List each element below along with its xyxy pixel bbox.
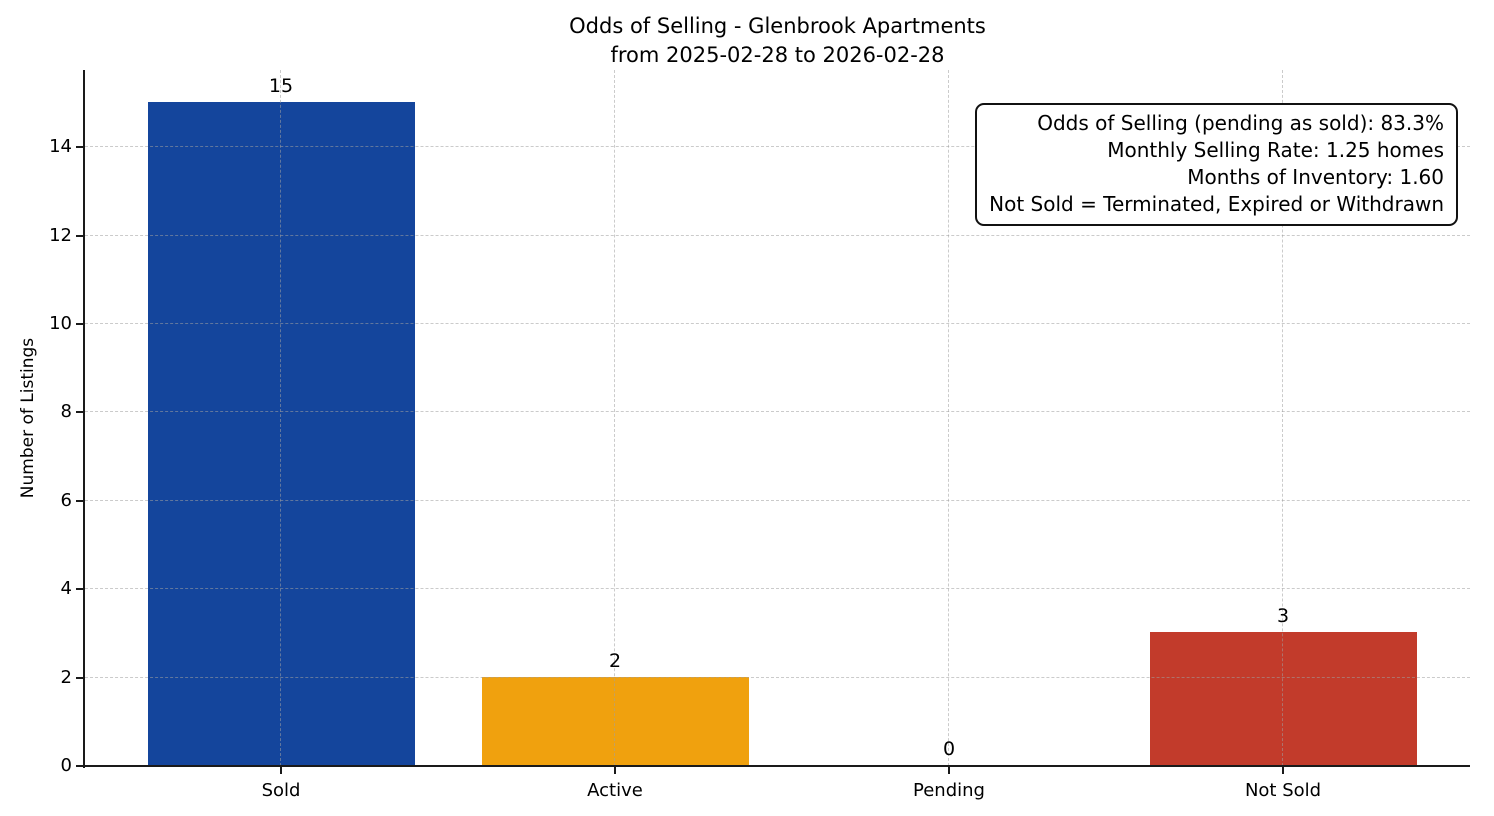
v-gridline-pending bbox=[948, 70, 949, 766]
x-axis-line bbox=[83, 765, 1470, 767]
y-tick-label-6: 6 bbox=[60, 489, 72, 511]
bar-value-sold: 15 bbox=[268, 75, 294, 97]
x-tick-mark-sold bbox=[280, 767, 282, 774]
x-tick-label-not-sold: Not Sold bbox=[1244, 780, 1322, 801]
x-tick-mark-active bbox=[614, 767, 616, 774]
y-tick-mark-10 bbox=[76, 323, 84, 326]
y-tick-label-0: 0 bbox=[60, 755, 72, 776]
bar-value-active: 2 bbox=[608, 650, 622, 672]
h-gridline-14 bbox=[85, 146, 1470, 148]
v-gridline-sold bbox=[280, 70, 281, 766]
chart-title-line1: Odds of Selling - Glenbrook Apartments bbox=[569, 14, 986, 38]
bar-not-sold bbox=[1149, 632, 1417, 765]
h-gridline-4 bbox=[85, 588, 1470, 590]
y-tick-label-8: 8 bbox=[60, 401, 72, 423]
y-tick-label-2: 2 bbox=[60, 666, 72, 688]
bar-value-not-sold: 3 bbox=[1276, 605, 1290, 627]
y-tick-label-14: 14 bbox=[49, 136, 72, 158]
x-tick-mark-pending bbox=[948, 767, 950, 774]
bar-sold bbox=[147, 102, 415, 765]
y-tick-label-10: 10 bbox=[49, 313, 72, 335]
annotation-line-3: Months of Inventory: 1.60 bbox=[1187, 165, 1444, 189]
annotation-line-2: Monthly Selling Rate: 1.25 homes bbox=[1107, 138, 1444, 162]
h-gridline-10 bbox=[85, 323, 1470, 325]
y-tick-mark-0 bbox=[76, 765, 84, 767]
v-gridline-active bbox=[614, 70, 615, 766]
h-gridline-8 bbox=[85, 411, 1470, 413]
v-gridline-not-sold bbox=[1282, 70, 1283, 766]
h-gridline-2 bbox=[85, 676, 1470, 678]
x-tick-label-pending: Pending bbox=[913, 780, 985, 801]
y-axis-line bbox=[83, 70, 85, 768]
stats-annotation-box: Odds of Selling (pending as sold): 83.3%… bbox=[975, 103, 1458, 226]
plot-area: 15 2 0 3 0 2 4 6 8 10 12 14 Sold Active Pending Not So… bbox=[49, 70, 1470, 801]
y-tick-mark-6 bbox=[76, 499, 84, 502]
chart-title: Odds of Selling - Glenbrook Apartments f… bbox=[85, 12, 1470, 70]
x-tick-label-sold: Sold bbox=[261, 780, 301, 801]
h-gridline-6 bbox=[85, 499, 1470, 501]
chart-title-line2: from 2025-02-28 to 2026-02-28 bbox=[610, 43, 945, 67]
annotation-line-4: Not Sold = Terminated, Expired or Withdr… bbox=[989, 192, 1444, 216]
annotation-line-1: Odds of Selling (pending as sold): 83.3% bbox=[1037, 111, 1444, 135]
y-tick-label-4: 4 bbox=[60, 578, 72, 600]
y-tick-mark-12 bbox=[76, 234, 84, 237]
x-tick-mark-not-sold bbox=[1282, 767, 1284, 774]
y-tick-label-12: 12 bbox=[49, 224, 72, 246]
h-gridline-12 bbox=[85, 234, 1470, 236]
y-tick-mark-14 bbox=[76, 146, 84, 149]
bar-active bbox=[481, 677, 749, 765]
x-tick-label-active: Active bbox=[587, 780, 643, 801]
bar-value-pending: 0 bbox=[942, 738, 956, 760]
y-tick-mark-4 bbox=[76, 588, 84, 591]
y-tick-mark-8 bbox=[76, 411, 84, 414]
y-tick-mark-2 bbox=[76, 676, 84, 679]
